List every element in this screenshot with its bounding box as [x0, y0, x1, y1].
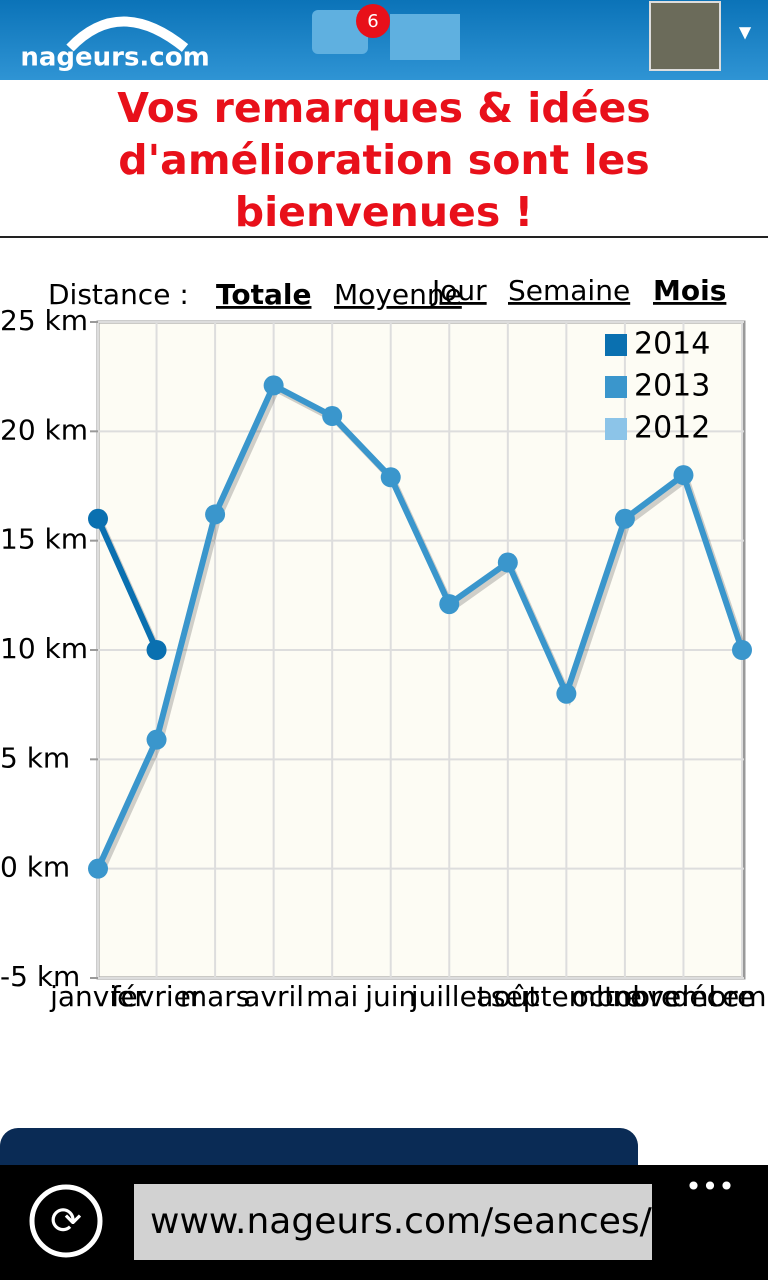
- x-tick-label: janvier: [49, 980, 146, 1013]
- message: Vos remarques & idées d'amélioration son…: [117, 84, 651, 236]
- badge-count: 6: [367, 11, 378, 32]
- x-tick-label: février: [111, 980, 203, 1013]
- point: [556, 683, 577, 704]
- y-tick-label: 15 km: [0, 523, 88, 556]
- avatar[interactable]: [649, 1, 721, 71]
- link-mois[interactable]: Mois: [653, 274, 726, 307]
- x-tick-label: décembre: [672, 980, 768, 1013]
- y-tick-label: -5 km: [0, 960, 80, 993]
- point: [673, 465, 694, 486]
- link-jour[interactable]: Jour: [430, 274, 487, 307]
- logo-icon: [66, 16, 189, 52]
- x-tick-label: mars: [180, 980, 251, 1013]
- x-tick-label: novembre: [613, 980, 755, 1013]
- mail-icon[interactable]: [390, 14, 460, 60]
- url-box[interactable]: [134, 1184, 652, 1260]
- point: [205, 504, 226, 525]
- dropdown-arrow[interactable]: ▼: [739, 23, 752, 42]
- y-tick-label: 0 km: [0, 851, 70, 884]
- x-tick-label: avril: [243, 980, 304, 1013]
- link-semaine[interactable]: Semaine: [508, 274, 630, 307]
- menu-dots[interactable]: •••: [685, 1170, 735, 1203]
- logo[interactable]: nageurs.com: [20, 43, 209, 73]
- legend-swatch: [605, 418, 627, 440]
- point: [88, 508, 108, 529]
- link-totale[interactable]: Totale: [216, 278, 311, 311]
- series-line: [95, 517, 160, 652]
- legend-swatch: [605, 376, 627, 398]
- link-moyenne[interactable]: Moyenne: [334, 278, 462, 311]
- point: [88, 858, 108, 879]
- chat-icon[interactable]: [312, 10, 368, 54]
- x-tick-label: octobre: [572, 980, 679, 1013]
- distance-label: Distance :: [48, 278, 189, 311]
- point: [263, 375, 284, 396]
- legend-label: 2013: [634, 369, 710, 404]
- x-tick-label: juillet: [410, 980, 488, 1013]
- point: [322, 406, 343, 427]
- y-tick-label: 10 km: [0, 632, 88, 665]
- point: [146, 729, 167, 750]
- legend-label: 2014: [634, 327, 710, 362]
- x-tick-label: mai: [306, 980, 358, 1013]
- series-line: [95, 382, 745, 870]
- y-tick-label: 5 km: [0, 741, 70, 774]
- point: [732, 640, 752, 660]
- x-tick-label: septembre: [491, 980, 642, 1013]
- point: [380, 467, 401, 488]
- point: [439, 594, 460, 615]
- legend-label: 2012: [634, 411, 710, 446]
- badge: [356, 4, 390, 38]
- x-tick-label: juin: [364, 980, 416, 1013]
- url: www.nageurs.com/seances/s: [150, 1201, 671, 1242]
- y-tick-label: 25 km: [0, 304, 88, 337]
- point: [497, 552, 518, 573]
- point: [146, 640, 167, 660]
- legend-swatch: [605, 334, 627, 356]
- refresh-button[interactable]: [29, 1184, 103, 1258]
- refresh-icon: ⟳: [50, 1199, 82, 1243]
- y-tick-label: 20 km: [0, 413, 88, 446]
- point: [614, 508, 635, 529]
- x-tick-label: août: [476, 980, 539, 1013]
